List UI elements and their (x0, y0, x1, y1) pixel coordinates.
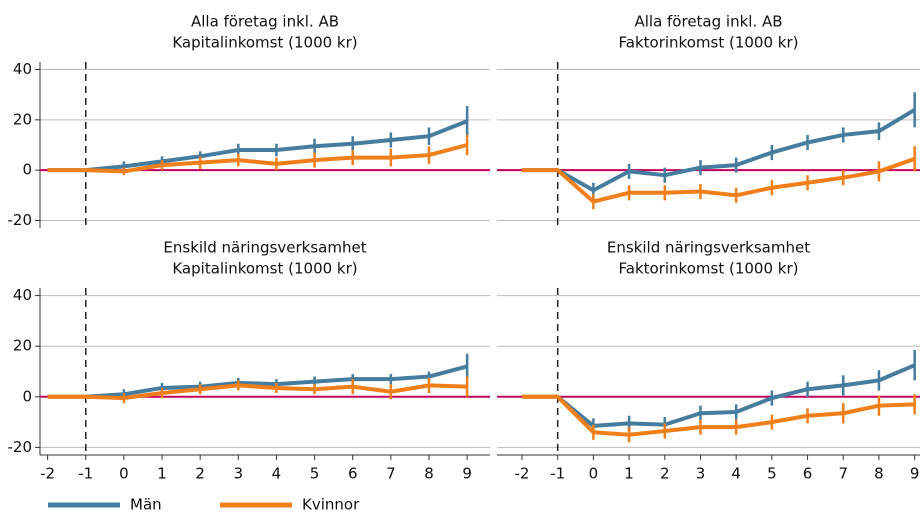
x-tick-label: 7 (838, 465, 848, 483)
x-tick-label: 4 (272, 465, 282, 483)
x-tick-label: 0 (119, 465, 129, 483)
y-tick-label: 0 (22, 387, 32, 405)
panel-title: Alla företag inkl. AB (191, 13, 339, 31)
panel-subtitle: Kapitalinkomst (1000 kr) (172, 34, 357, 52)
series-line (521, 394, 915, 437)
y-tick-label: 20 (13, 337, 32, 355)
panel-subtitle: Faktorinkomst (1000 kr) (619, 34, 799, 52)
series-line (521, 108, 916, 193)
x-tick-label: 4 (731, 465, 741, 483)
panel-title: Enskild näringsverksamhet (163, 239, 366, 257)
x-tick-label: 9 (462, 465, 472, 483)
panel-title: Alla företag inkl. AB (634, 13, 782, 31)
y-tick-label: 0 (22, 161, 32, 179)
y-tick-label: 40 (13, 60, 32, 78)
legend-label: Kvinnor (302, 496, 360, 514)
series-line (47, 383, 468, 401)
x-tick-label: 6 (803, 465, 813, 483)
y-tick-label: -20 (8, 211, 33, 229)
y-tick-label: 20 (13, 110, 32, 128)
x-tick-label: 9 (910, 465, 920, 483)
x-tick-label: 7 (386, 465, 396, 483)
x-tick-label: 3 (696, 465, 706, 483)
panel-subtitle: Kapitalinkomst (1000 kr) (172, 260, 357, 278)
panel-subtitle: Faktorinkomst (1000 kr) (619, 260, 799, 278)
x-tick-label: 2 (660, 465, 670, 483)
x-tick-label: 8 (874, 465, 884, 483)
panel-title: Enskild näringsverksamhet (607, 239, 810, 257)
x-tick-label: -2 (515, 465, 530, 483)
x-tick-label: -1 (550, 465, 565, 483)
x-tick-label: 5 (767, 465, 777, 483)
series-line (521, 156, 916, 204)
x-tick-label: 1 (624, 465, 634, 483)
series-line (47, 119, 468, 173)
series-line (521, 363, 916, 428)
legend-label: Män (130, 496, 162, 514)
y-tick-label: 40 (13, 286, 32, 304)
series-line (47, 364, 468, 399)
x-tick-label: 2 (195, 465, 205, 483)
x-tick-label: 8 (424, 465, 434, 483)
x-tick-label: 5 (310, 465, 320, 483)
x-tick-label: 0 (589, 465, 599, 483)
x-tick-label: 3 (234, 465, 244, 483)
x-tick-label: -2 (40, 465, 55, 483)
x-tick-label: -1 (78, 465, 93, 483)
x-tick-label: 6 (348, 465, 358, 483)
y-tick-label: -20 (8, 438, 33, 456)
series-line (47, 143, 468, 174)
x-tick-label: 1 (157, 465, 167, 483)
